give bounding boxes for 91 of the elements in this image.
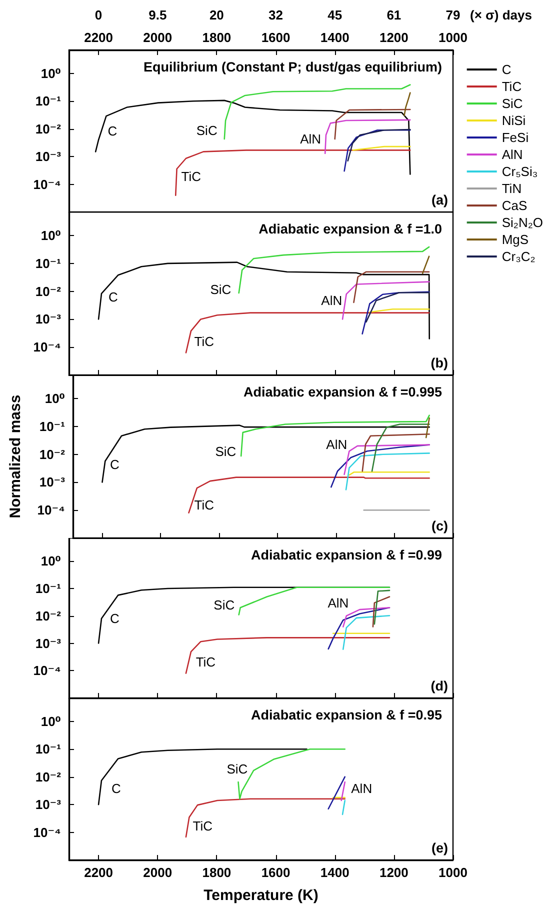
y-tick-label: 10⁻² — [35, 608, 62, 624]
text: Adiabatic expansion & f =0.99 — [251, 548, 442, 562]
x-tick-label: 1000 — [438, 865, 468, 880]
y-tick-label: 10⁻² — [35, 769, 62, 784]
annotation: (b) — [430, 356, 448, 370]
annotation: (c) — [432, 518, 448, 534]
legend-label: Cr₃C₂ — [502, 249, 536, 264]
annotation: AlN — [326, 436, 348, 452]
annotation: AlN — [351, 781, 372, 796]
legend-label: SiC — [502, 96, 523, 111]
legend-label: C — [502, 62, 512, 77]
x-tick-label: 2000 — [143, 30, 172, 45]
x-tick-label: 1600 — [261, 865, 290, 880]
legend-label: NiSi — [502, 113, 526, 128]
text: (× σ) days — [470, 8, 532, 23]
text: 45 — [328, 8, 342, 23]
y-tick-label: 10⁻² — [35, 121, 62, 136]
legend-label: MgS — [502, 232, 529, 247]
x-tick-label: 2200 — [84, 865, 113, 880]
text: 0 — [94, 8, 102, 23]
legend-label: FeSi — [502, 130, 529, 145]
y-tick-label: 10⁰ — [44, 391, 66, 406]
y-tick-label: 10⁻¹ — [39, 418, 65, 434]
y-tick-label: 10⁰ — [40, 554, 62, 569]
x-tick-label: 1800 — [202, 865, 232, 880]
y-tick-label: 10⁰ — [40, 66, 62, 81]
y-tick-label: 10⁻⁴ — [33, 340, 61, 355]
annotation: AlN — [328, 595, 349, 610]
x-tick-label: 2200 — [84, 30, 113, 45]
annotation: C — [108, 290, 118, 305]
x-tick-label: 1200 — [379, 865, 408, 880]
annotation: (a) — [432, 192, 448, 208]
y-tick-label: 10⁻³ — [35, 149, 62, 164]
annotation: C — [110, 456, 120, 472]
x-tick-label: 1400 — [320, 865, 350, 880]
annotation: SiC — [226, 762, 248, 777]
y-tick-label: 10⁻¹ — [35, 94, 61, 109]
text: 20 — [209, 8, 224, 23]
y-tick-label: 10⁻⁴ — [33, 824, 61, 840]
text: 79 — [446, 8, 460, 23]
legend-label: TiN — [502, 181, 522, 196]
x-tick-label: 1800 — [202, 30, 232, 45]
text: 61 — [386, 8, 402, 23]
annotation: (e) — [432, 840, 448, 856]
text: Adiabatic expansion & f =0.95 — [251, 708, 442, 722]
legend-label: Si₂N₂O — [502, 215, 544, 230]
legend-label: CaS — [502, 198, 528, 213]
annotation: SiC — [210, 282, 232, 298]
annotation: SiC — [215, 444, 236, 459]
y-tick-label: 10⁻¹ — [35, 581, 61, 596]
text: Adiabatic expansion & f =0.995 — [244, 384, 442, 400]
y-tick-label: 10⁻³ — [35, 797, 62, 812]
y-tick-label: 10⁻² — [39, 446, 66, 462]
y-tick-label: 10⁻⁴ — [37, 502, 65, 518]
legend-label: TiC — [502, 79, 522, 94]
y-tick-label: 10⁻³ — [39, 474, 66, 490]
annotation: C — [110, 610, 120, 626]
y-tick-label: 10⁰ — [40, 714, 62, 729]
legend-label: AlN — [502, 147, 523, 162]
y-axis-title: Normalized mass — [7, 394, 24, 518]
x-tick-label: 1400 — [320, 30, 350, 45]
annotation: SiC — [214, 597, 235, 612]
annotation: TiC — [192, 818, 213, 834]
y-tick-label: 10⁻³ — [35, 636, 62, 651]
text: Adiabatic expansion & f =1.0 — [258, 222, 442, 236]
annotation: TiC — [194, 498, 214, 513]
x-tick-label: 1600 — [261, 30, 290, 45]
annotation: (d) — [430, 678, 448, 694]
y-tick-label: 10⁻⁴ — [33, 663, 61, 678]
y-tick-label: 10⁻² — [35, 284, 62, 299]
text: 32 — [268, 8, 284, 23]
annotation: TiC — [196, 654, 216, 670]
y-tick-label: 10⁻³ — [35, 312, 62, 327]
annotation: AlN — [300, 132, 322, 147]
y-tick-label: 10⁻⁴ — [33, 176, 61, 192]
annotation: SiC — [196, 123, 218, 138]
annotation: C — [108, 124, 118, 138]
x-tick-label: 1000 — [438, 30, 468, 45]
y-tick-label: 10⁻¹ — [35, 256, 61, 271]
y-tick-label: 10⁻¹ — [35, 742, 61, 757]
legend-label: Cr₅Si₃ — [502, 164, 538, 179]
annotation: AlN — [321, 293, 342, 308]
x-axis-title: Temperature (K) — [204, 887, 318, 904]
y-tick-label: 10⁰ — [40, 228, 62, 244]
annotation: TiC — [181, 169, 201, 184]
annotation: TiC — [194, 334, 214, 350]
text: 9.5 — [148, 8, 167, 23]
x-tick-label: 2000 — [143, 865, 172, 880]
x-tick-label: 1200 — [379, 30, 408, 45]
annotation: C — [112, 781, 121, 796]
text: Equilibrium (Constant P; dust/gas equilibrium) — [143, 60, 442, 74]
